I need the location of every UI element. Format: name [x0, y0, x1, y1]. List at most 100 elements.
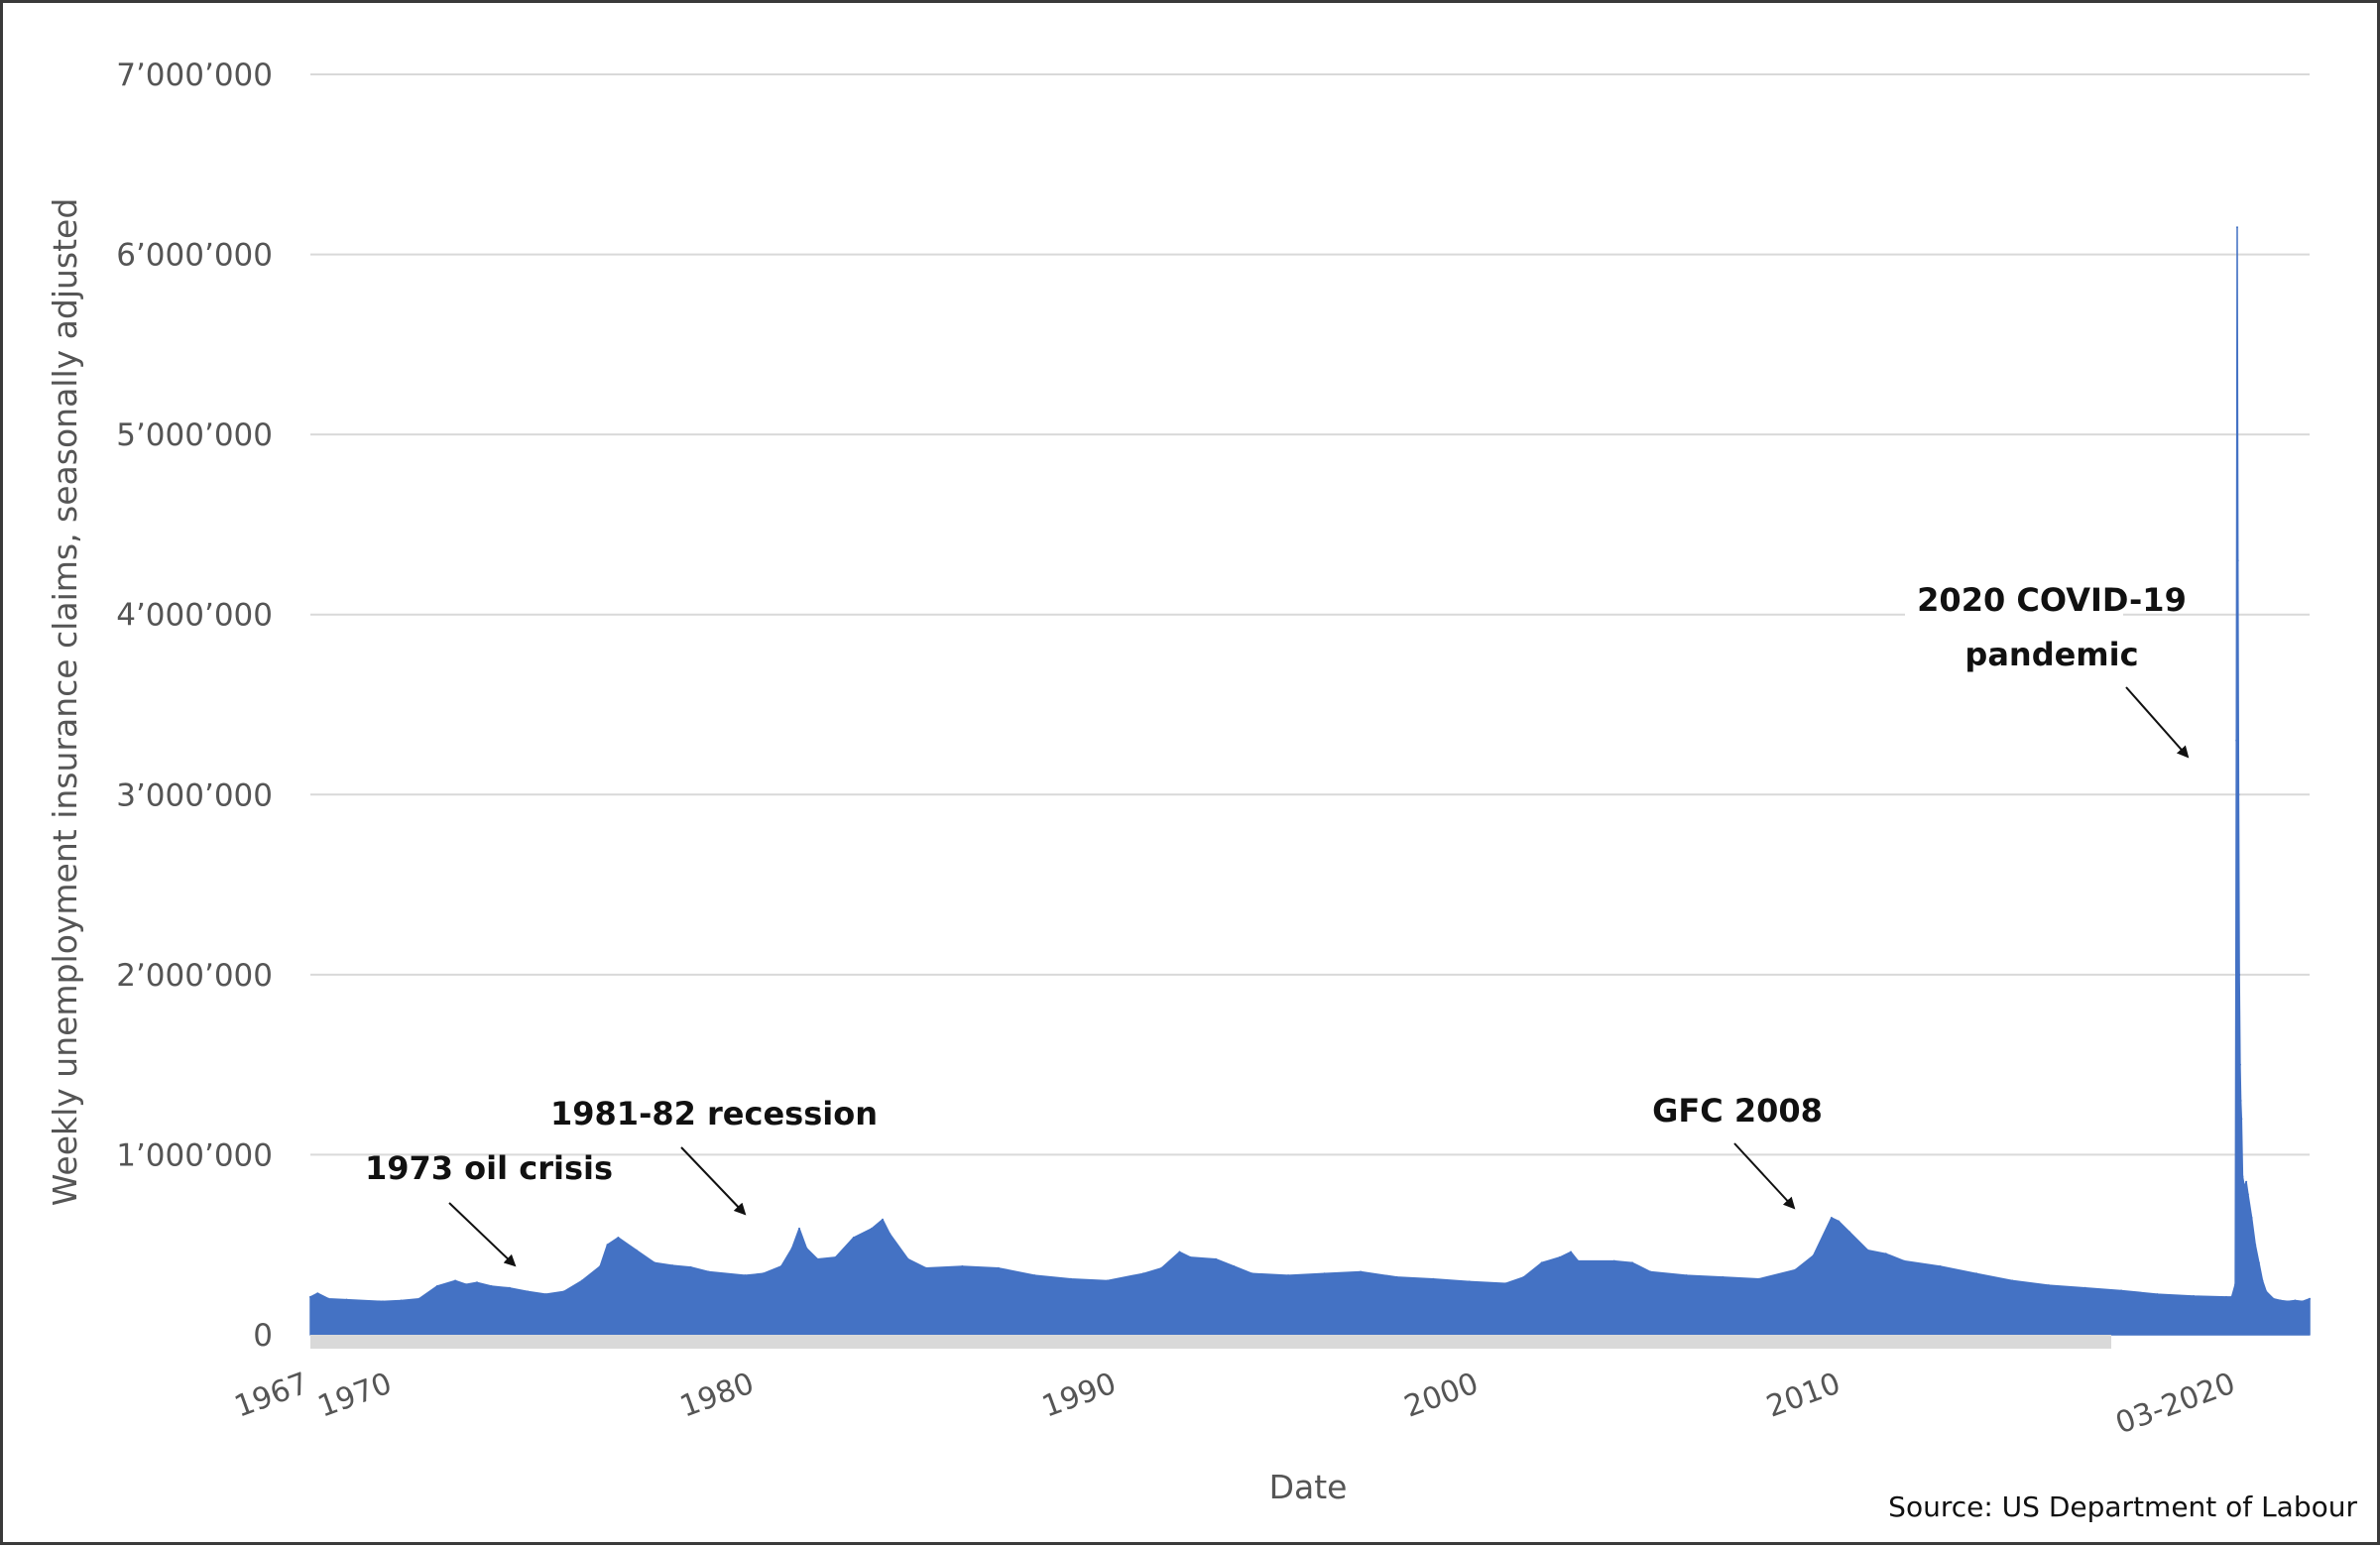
data-point: [2238, 1063, 2241, 1066]
y-tick-label: 1’000’000: [116, 1137, 273, 1173]
data-point: [465, 1283, 467, 1286]
arrow-covid: [2125, 686, 2190, 759]
data-point: [1360, 1270, 1363, 1273]
y-axis-label: Weekly unemployment insurance claims, se…: [46, 198, 84, 1207]
y-tick-label: 2’000’000: [116, 958, 273, 994]
data-point: [744, 1274, 747, 1277]
data-point: [1612, 1259, 1615, 1262]
arrow-oil-crisis: [448, 1202, 517, 1267]
data-point: [2193, 1295, 2196, 1297]
data-point: [1215, 1257, 1217, 1260]
data-point: [1903, 1259, 1905, 1262]
data-point: [1142, 1272, 1144, 1275]
data-point: [1685, 1274, 1688, 1277]
data-point: [762, 1272, 765, 1275]
data-point: [2246, 1193, 2249, 1196]
x-tick-label: 03-2020: [2111, 1367, 2240, 1442]
data-point: [2048, 1284, 2050, 1287]
data-point: [562, 1290, 565, 1293]
data-point: [1848, 1231, 1851, 1234]
data-point: [2237, 793, 2240, 796]
data-point: [580, 1279, 583, 1282]
data-point: [2083, 1286, 2086, 1289]
data-point: [1395, 1275, 1398, 1278]
data-point: [798, 1227, 800, 1230]
data-point: [852, 1237, 855, 1239]
data-point: [544, 1293, 547, 1296]
data-point: [1468, 1280, 1471, 1283]
data-point: [316, 1292, 319, 1295]
x-axis-baseline: [310, 1335, 2111, 1349]
data-point: [476, 1281, 478, 1284]
data-point: [1033, 1274, 1036, 1277]
data-point: [707, 1270, 710, 1273]
data-point: [2120, 1289, 2123, 1292]
data-point: [1866, 1249, 1869, 1251]
data-point: [790, 1247, 793, 1250]
arrow-recession: [680, 1146, 747, 1216]
data-point: [345, 1298, 348, 1301]
data-point: [2265, 1290, 2268, 1293]
annotation-covid-line1: 2020 COVID-19: [1917, 581, 2187, 619]
data-point: [1570, 1250, 1572, 1253]
data-point: [2287, 1300, 2290, 1303]
data-point: [1812, 1254, 1815, 1257]
plot-area: [309, 226, 2311, 1336]
data-point: [1106, 1279, 1109, 1282]
y-axis-ticks: 0 1’000’000 2’000’000 3’000’000 4’000’000 5’0…: [116, 58, 273, 1354]
data-point: [1939, 1265, 1942, 1267]
data-point: [1722, 1275, 1725, 1278]
data-point: [689, 1265, 692, 1268]
annotation-covid-line2: pandemic: [1964, 636, 2138, 673]
data-point: [435, 1285, 438, 1287]
data-point: [2230, 1295, 2233, 1298]
data-point: [527, 1290, 530, 1293]
data-point: [327, 1297, 330, 1300]
y-tick-label: 0: [253, 1318, 273, 1354]
data-point: [490, 1285, 493, 1287]
data-point: [2225, 1295, 2227, 1298]
data-point: [997, 1266, 1000, 1269]
series-area: [309, 226, 2311, 1336]
data-point: [309, 1295, 311, 1298]
data-point: [1794, 1268, 1797, 1271]
data-point: [1649, 1270, 1652, 1273]
data-point: [671, 1264, 674, 1267]
x-axis-label: Date: [1269, 1468, 1348, 1506]
data-point: [2261, 1279, 2264, 1282]
data-point: [2309, 1297, 2311, 1300]
data-point: [2011, 1279, 2014, 1282]
data-point: [1975, 1272, 1977, 1275]
x-tick-label: 1967: [230, 1367, 313, 1425]
x-tick-label: 2000: [1400, 1367, 1484, 1425]
data-point: [1323, 1272, 1326, 1275]
x-tick-label: 2010: [1762, 1367, 1845, 1425]
data-point: [508, 1286, 511, 1289]
annotation-recession: 1981-82 recession: [550, 1095, 878, 1132]
data-point: [924, 1266, 927, 1269]
x-tick-label: 1980: [675, 1367, 759, 1425]
data-point: [2238, 973, 2241, 976]
data-point: [382, 1300, 384, 1303]
y-tick-label: 5’000’000: [116, 417, 273, 453]
data-point: [961, 1265, 964, 1267]
data-point: [2257, 1261, 2260, 1264]
data-point: [2250, 1217, 2253, 1219]
y-tick-label: 6’000’000: [116, 238, 273, 274]
data-point: [2279, 1299, 2282, 1302]
data-point: [400, 1299, 403, 1302]
data-point: [2241, 1175, 2244, 1178]
data-point: [1189, 1255, 1192, 1258]
x-tick-label: 1970: [313, 1367, 397, 1425]
data-point: [1160, 1266, 1163, 1269]
annotation-gfc: GFC 2008: [1652, 1092, 1823, 1130]
data-point: [889, 1233, 892, 1236]
data-point: [906, 1257, 909, 1260]
y-tick-label: 4’000’000: [116, 598, 273, 634]
data-point: [1577, 1259, 1580, 1262]
y-tick-label: 7’000’000: [116, 58, 273, 93]
data-point: [2236, 559, 2239, 562]
data-point: [1432, 1277, 1435, 1280]
data-point: [816, 1257, 819, 1260]
data-point: [1250, 1272, 1253, 1275]
